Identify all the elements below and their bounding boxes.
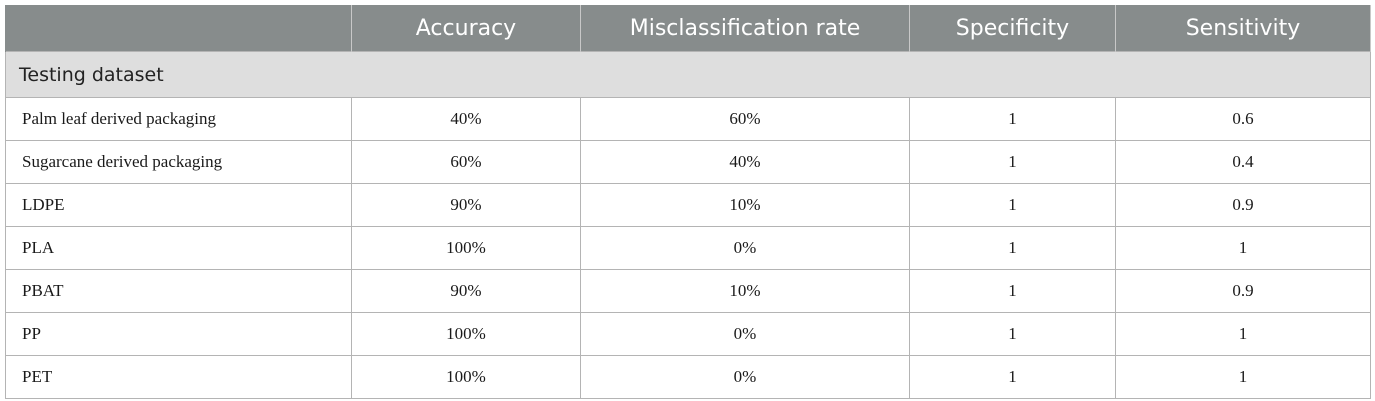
cell-sensitivity: 0.4 — [1115, 140, 1371, 184]
cell-specificity: 1 — [909, 312, 1116, 356]
cell-sensitivity: 1 — [1115, 355, 1371, 399]
cell-accuracy: 90% — [351, 269, 581, 313]
table-body: Testing dataset Palm leaf derived packag… — [5, 51, 1371, 399]
cell-misclassification-rate: 10% — [580, 269, 910, 313]
cell-sensitivity: 1 — [1115, 312, 1371, 356]
table-row: PBAT 90% 10% 1 0.9 — [5, 269, 1371, 313]
section-row: Testing dataset — [5, 51, 1371, 98]
cell-material: Sugarcane derived packaging — [5, 140, 352, 184]
cell-accuracy: 90% — [351, 183, 581, 227]
cell-misclassification-rate: 0% — [580, 312, 910, 356]
cell-sensitivity: 0.9 — [1115, 183, 1371, 227]
cell-specificity: 1 — [909, 140, 1116, 184]
table-row: PLA 100% 0% 1 1 — [5, 226, 1371, 270]
table-row: Palm leaf derived packaging 40% 60% 1 0.… — [5, 97, 1371, 141]
header-accuracy: Accuracy — [351, 5, 581, 52]
cell-material: LDPE — [5, 183, 352, 227]
header-row: Accuracy Misclassification rate Specific… — [5, 5, 1371, 52]
table-row: LDPE 90% 10% 1 0.9 — [5, 183, 1371, 227]
table-row: PP 100% 0% 1 1 — [5, 312, 1371, 356]
cell-misclassification-rate: 10% — [580, 183, 910, 227]
cell-accuracy: 100% — [351, 355, 581, 399]
cell-material: PET — [5, 355, 352, 399]
table-row: PET 100% 0% 1 1 — [5, 355, 1371, 399]
cell-sensitivity: 0.9 — [1115, 269, 1371, 313]
header-sensitivity: Sensitivity — [1115, 5, 1371, 52]
table-row: Sugarcane derived packaging 60% 40% 1 0.… — [5, 140, 1371, 184]
cell-misclassification-rate: 60% — [580, 97, 910, 141]
cell-misclassification-rate: 40% — [580, 140, 910, 184]
cell-sensitivity: 1 — [1115, 226, 1371, 270]
cell-material: PBAT — [5, 269, 352, 313]
header-misclassification-rate: Misclassification rate — [580, 5, 910, 52]
cell-accuracy: 40% — [351, 97, 581, 141]
section-label: Testing dataset — [5, 51, 1371, 98]
cell-material: Palm leaf derived packaging — [5, 97, 352, 141]
table-header: Accuracy Misclassification rate Specific… — [5, 5, 1371, 52]
cell-accuracy: 100% — [351, 226, 581, 270]
cell-specificity: 1 — [909, 355, 1116, 399]
cell-specificity: 1 — [909, 226, 1116, 270]
cell-specificity: 1 — [909, 183, 1116, 227]
cell-material: PLA — [5, 226, 352, 270]
cell-sensitivity: 0.6 — [1115, 97, 1371, 141]
cell-misclassification-rate: 0% — [580, 226, 910, 270]
cell-specificity: 1 — [909, 269, 1116, 313]
cell-material: PP — [5, 312, 352, 356]
results-table: Accuracy Misclassification rate Specific… — [5, 5, 1371, 399]
cell-misclassification-rate: 0% — [580, 355, 910, 399]
cell-accuracy: 60% — [351, 140, 581, 184]
cell-accuracy: 100% — [351, 312, 581, 356]
cell-specificity: 1 — [909, 97, 1116, 141]
header-specificity: Specificity — [909, 5, 1116, 52]
header-empty — [5, 5, 352, 52]
